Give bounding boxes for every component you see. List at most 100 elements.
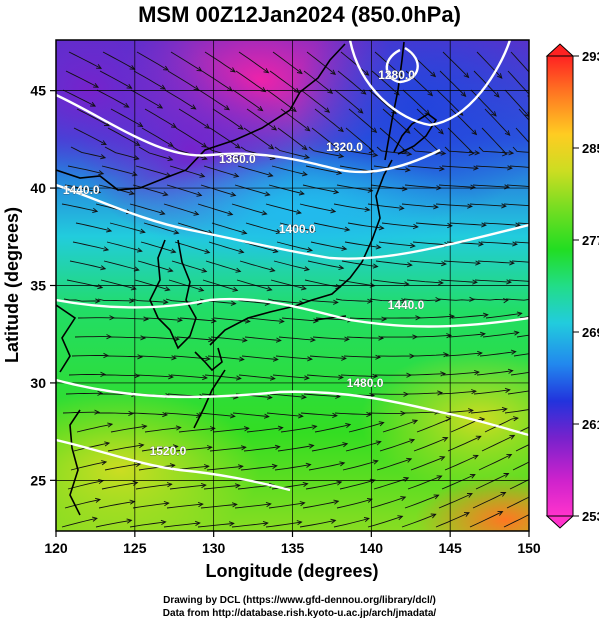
streamline bbox=[166, 184, 202, 196]
streamline bbox=[471, 298, 508, 301]
streamline bbox=[310, 241, 347, 250]
streamline bbox=[231, 522, 268, 528]
streamline bbox=[482, 331, 519, 338]
streamline-arrowhead bbox=[466, 493, 473, 498]
streamline-arrowhead bbox=[272, 356, 279, 362]
streamline-arrowhead bbox=[330, 69, 336, 75]
streamline bbox=[441, 165, 478, 169]
streamline bbox=[61, 517, 97, 528]
streamline bbox=[96, 89, 129, 108]
colorbar-tick-label: 277 bbox=[582, 233, 599, 248]
streamline-arrowhead bbox=[107, 422, 114, 428]
streamline-arrowhead bbox=[363, 70, 370, 76]
streamline-arrowhead bbox=[363, 517, 370, 523]
streamline bbox=[233, 298, 270, 305]
streamline-arrowhead bbox=[136, 247, 143, 253]
streamline bbox=[312, 336, 349, 340]
streamline bbox=[135, 165, 171, 177]
streamline bbox=[340, 51, 369, 76]
streamline-arrowhead bbox=[193, 85, 200, 91]
streamline-arrowhead bbox=[265, 501, 272, 508]
streamline bbox=[99, 70, 132, 89]
streamline bbox=[209, 127, 241, 149]
streamline-arrowhead bbox=[469, 473, 476, 479]
streamline-arrowhead bbox=[307, 356, 313, 362]
streamline-arrowhead bbox=[501, 406, 508, 413]
streamline-arrowhead bbox=[397, 515, 404, 521]
streamline-arrowhead bbox=[472, 279, 478, 285]
streamline bbox=[469, 511, 503, 528]
streamline-arrowhead bbox=[473, 165, 479, 171]
streamline-arrowhead bbox=[203, 464, 210, 470]
contour-label: 1360.0 bbox=[219, 152, 256, 166]
streamline bbox=[170, 374, 207, 379]
streamline-arrowhead bbox=[133, 266, 140, 272]
streamline bbox=[103, 260, 139, 271]
footer-credit: Drawing by DCL (https://www.gfd-dennou.o… bbox=[163, 595, 436, 606]
streamline-arrowhead bbox=[536, 406, 541, 410]
streamline bbox=[132, 184, 168, 196]
streamline-arrowhead bbox=[128, 190, 135, 196]
streamline-arrowhead bbox=[537, 299, 542, 303]
streamline-arrowhead bbox=[460, 91, 467, 98]
streamline bbox=[299, 203, 336, 213]
streamline-arrowhead bbox=[507, 165, 513, 171]
streamline-arrowhead bbox=[257, 105, 264, 112]
streamline-arrowhead bbox=[446, 333, 453, 339]
streamline-arrowhead bbox=[378, 335, 385, 341]
streamline bbox=[313, 222, 350, 231]
streamline-arrowhead bbox=[166, 482, 173, 488]
streamline bbox=[235, 70, 266, 92]
x-axis-ticks: 120 125 130 135 140 145 150 bbox=[44, 531, 541, 556]
streamline bbox=[212, 108, 244, 130]
streamline bbox=[269, 70, 300, 93]
streamline bbox=[438, 493, 473, 509]
streamline-arrowhead bbox=[123, 102, 130, 108]
streamline bbox=[134, 279, 170, 291]
streamline-arrowhead bbox=[344, 336, 350, 342]
streamline-arrowhead bbox=[93, 83, 100, 88]
streamline-arrowhead bbox=[375, 354, 382, 360]
streamline bbox=[413, 127, 441, 154]
streamline bbox=[101, 165, 137, 176]
streamline bbox=[111, 317, 149, 320]
streamline-arrowhead bbox=[513, 416, 519, 422]
streamline bbox=[246, 108, 277, 131]
streamline-arrowhead bbox=[206, 445, 213, 451]
streamline-arrowhead bbox=[304, 375, 310, 381]
streamline bbox=[379, 439, 415, 452]
streamline bbox=[166, 503, 203, 509]
streamline bbox=[368, 89, 397, 115]
streamline bbox=[299, 519, 336, 528]
streamline-arrowhead bbox=[209, 426, 216, 432]
streamline-arrowhead bbox=[502, 298, 509, 304]
streamline-arrowhead bbox=[201, 142, 208, 148]
streamline bbox=[444, 146, 480, 154]
streamline-arrowhead bbox=[311, 424, 318, 430]
streamline bbox=[69, 260, 106, 270]
streamline-arrowhead bbox=[497, 511, 504, 516]
streamline-arrowhead bbox=[515, 222, 521, 228]
streamline-arrowhead bbox=[400, 496, 407, 502]
streamline bbox=[144, 427, 181, 433]
streamline-arrowhead bbox=[304, 154, 311, 160]
streamline-arrowhead bbox=[513, 330, 520, 336]
streamline-arrowhead bbox=[139, 228, 146, 234]
streamline-arrowhead bbox=[338, 153, 345, 159]
streamline-arrowhead bbox=[263, 413, 270, 419]
streamline-arrowhead bbox=[301, 394, 307, 400]
streamline-arrowhead bbox=[134, 373, 141, 379]
streamline bbox=[76, 423, 113, 433]
streamline-arrowhead bbox=[95, 298, 101, 304]
streamline-arrowhead bbox=[367, 187, 374, 193]
streamline-arrowhead bbox=[204, 123, 211, 129]
streamline bbox=[484, 417, 518, 433]
streamline bbox=[345, 127, 374, 152]
streamline-arrowhead bbox=[104, 441, 111, 447]
streamline-arrowhead bbox=[541, 166, 546, 170]
streamline bbox=[410, 146, 446, 154]
streamline-arrowhead bbox=[94, 497, 102, 503]
streamline-arrowhead bbox=[100, 140, 107, 145]
streamline bbox=[138, 146, 173, 161]
streamline-arrowhead bbox=[442, 437, 449, 442]
